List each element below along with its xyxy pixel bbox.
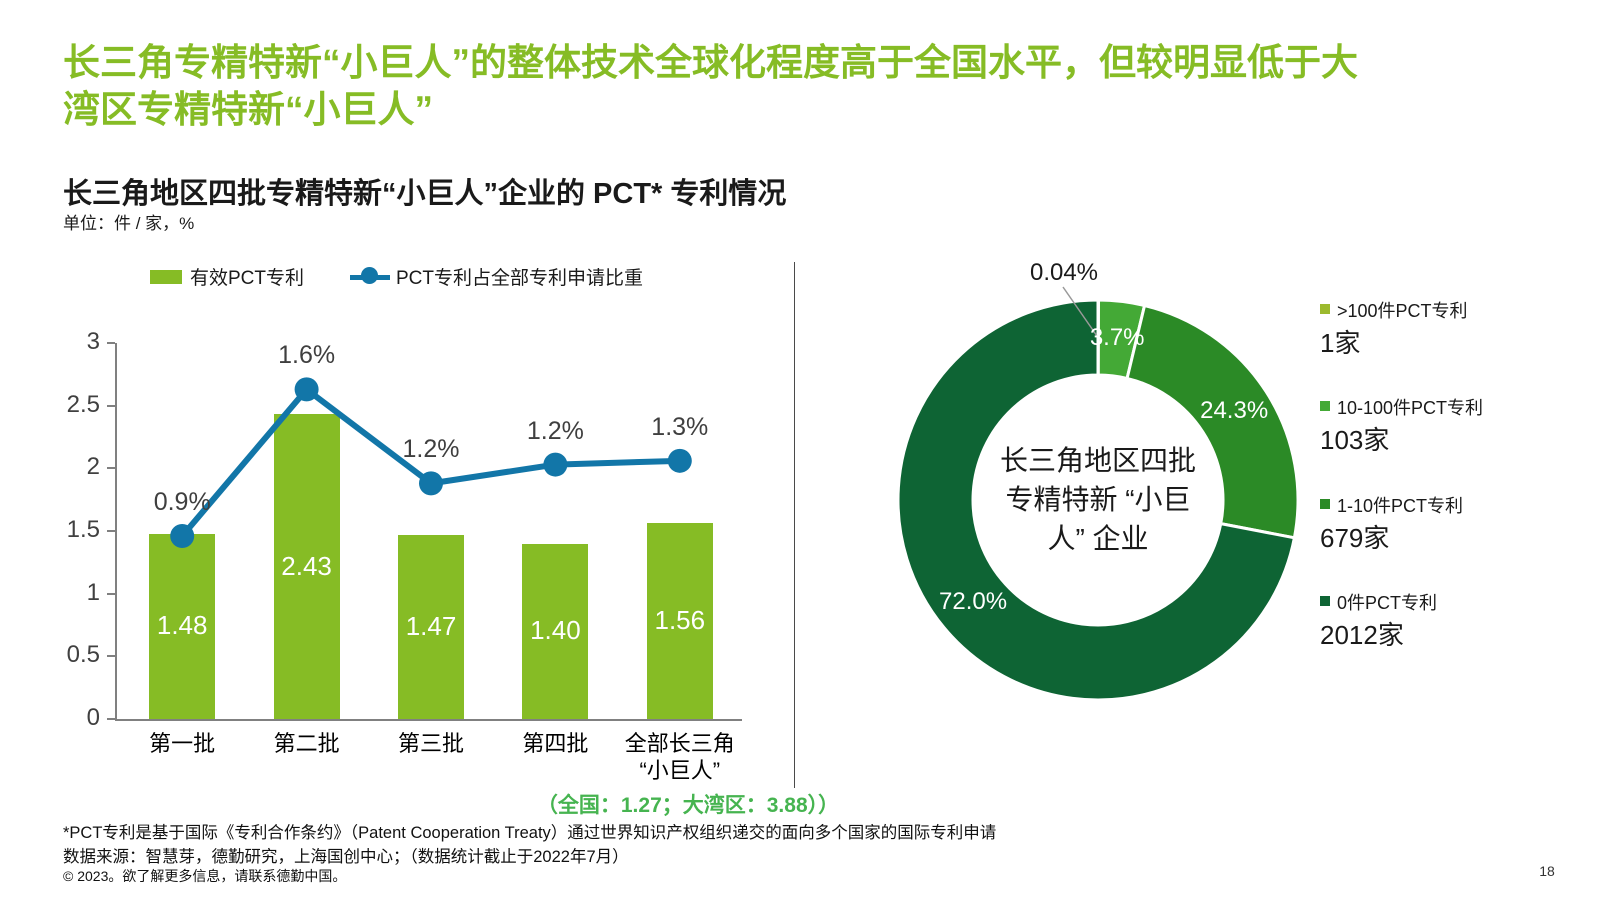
page-title: 长三角专精特新“小巨人”的整体技术全球化程度高于全国水平，但较明显低于大 湾区专… bbox=[63, 40, 1563, 133]
y-axis-tick bbox=[107, 655, 115, 658]
pct-point-label: 1.2% bbox=[402, 435, 460, 464]
bar-3 bbox=[398, 534, 464, 719]
donut-legend-marker-icon bbox=[1320, 304, 1330, 314]
pct-line-point bbox=[419, 471, 443, 496]
donut-legend-count: 1家 bbox=[1320, 328, 1361, 358]
bar-value-label: 1.40 bbox=[530, 615, 581, 646]
donut-slice-label: 24.3% bbox=[1200, 397, 1269, 425]
donut-legend-marker-icon bbox=[1320, 401, 1330, 412]
x-axis-line bbox=[115, 719, 742, 721]
y-axis-tick bbox=[107, 530, 115, 532]
bar-value-label: 1.56 bbox=[654, 605, 706, 636]
x-axis-category-label: 第四批 bbox=[522, 731, 589, 756]
donut-center-label: 长三角地区四批 专精特新 “小巨 人” 企业 bbox=[999, 445, 1196, 555]
bar-value-label: 1.48 bbox=[156, 610, 208, 641]
donut-legend-count: 103家 bbox=[1320, 425, 1390, 456]
bar-value-label: 2.43 bbox=[281, 550, 332, 581]
y-axis-tick-label: 1.5 bbox=[66, 516, 100, 543]
y-axis-line bbox=[115, 343, 117, 721]
page-title-line2: 湾区专精特新“小巨人” bbox=[63, 88, 433, 130]
x-axis-category-label: 第一批 bbox=[149, 731, 216, 756]
pct-line-point bbox=[667, 448, 692, 473]
donut-legend-marker-icon bbox=[1320, 595, 1330, 606]
y-axis-tick-label: 3 bbox=[86, 328, 100, 355]
footnote-data-source: 数据来源：智慧芽，德勤研究，上海国创中心；（数据统计截止于2022年7月） bbox=[63, 848, 629, 866]
pct-line-point bbox=[294, 377, 319, 402]
y-axis-tick-label: 0 bbox=[86, 704, 100, 731]
donut-legend-label: 1-10件PCT专利 bbox=[1337, 495, 1464, 516]
y-axis-tick-label: 0.5 bbox=[66, 641, 100, 669]
bar-4 bbox=[522, 543, 589, 719]
bar-5 bbox=[646, 523, 713, 719]
donut-legend-label: >100件PCT专利 bbox=[1337, 301, 1468, 321]
pct-point-label: 0.9% bbox=[153, 488, 211, 517]
copyright-line: © 2023。欲了解更多信息，请联系德勤中国。 bbox=[63, 868, 347, 884]
page-title-line1: 长三角专精特新“小巨人”的整体技术全球化程度高于全国水平，但较明显低于大 bbox=[63, 42, 1358, 83]
x-axis-category-label: 第三批 bbox=[397, 731, 464, 756]
pct-point-label: 1.6% bbox=[278, 341, 336, 370]
benchmark-note: （全国：1.27；大湾区：3.88）） bbox=[536, 794, 840, 817]
y-axis-tick bbox=[107, 404, 115, 407]
donut-slice-label: 72.0% bbox=[939, 588, 1008, 616]
y-axis-tick bbox=[107, 467, 115, 470]
y-axis-tick bbox=[107, 592, 115, 595]
y-axis-tick-label: 1 bbox=[86, 578, 100, 606]
y-axis-tick-label: 2.5 bbox=[66, 390, 100, 418]
bar-series-legend-swatch bbox=[150, 270, 182, 284]
bar-series-legend-label: 有效PCT专利 bbox=[190, 268, 305, 289]
bar-value-label: 1.47 bbox=[405, 610, 457, 641]
chart-section-title: 长三角地区四批专精特新“小巨人”企业的 PCT* 专利情况 bbox=[63, 178, 787, 210]
donut-legend-count: 2012家 bbox=[1320, 619, 1404, 650]
footnote-pct-definition: *PCT专利是基于国际《专利合作条约》（Patent Cooperation T… bbox=[63, 824, 997, 842]
page-number: 18 bbox=[1539, 863, 1555, 879]
donut-legend-label: 0件PCT专利 bbox=[1337, 592, 1438, 613]
bar-1 bbox=[149, 533, 216, 719]
line-series-legend-dot-icon bbox=[361, 267, 378, 284]
vertical-divider bbox=[794, 262, 795, 788]
donut-legend-count: 679家 bbox=[1320, 522, 1390, 553]
pct-point-label: 1.2% bbox=[526, 416, 584, 445]
donut-legend-label: 10-100件PCT专利 bbox=[1337, 398, 1484, 419]
pct-point-label: 1.3% bbox=[651, 412, 709, 441]
donut-slice-label: 3.7% bbox=[1089, 324, 1145, 352]
donut-slice-label-004: 0.04% bbox=[1029, 259, 1099, 286]
y-axis-tick bbox=[107, 342, 115, 344]
y-axis-tick bbox=[107, 718, 115, 720]
pct-line-point bbox=[543, 452, 568, 477]
line-series-legend-label: PCT专利占全部专利申请比重 bbox=[396, 268, 644, 289]
unit-label: 单位：件 / 家，% bbox=[63, 214, 195, 233]
x-axis-category-label: 全部长三角 “小巨人” bbox=[624, 731, 735, 783]
y-axis-tick-label: 2 bbox=[86, 453, 100, 481]
donut-legend-marker-icon bbox=[1320, 498, 1330, 509]
x-axis-category-label: 第二批 bbox=[273, 731, 340, 756]
